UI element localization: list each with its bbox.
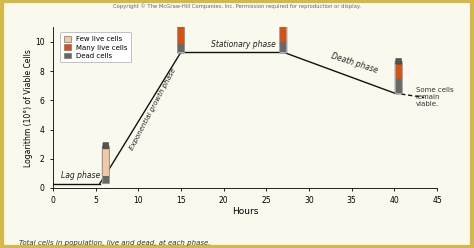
X-axis label: Hours: Hours <box>232 207 258 216</box>
Legend: Few live cells, Many live cells, Dead cells: Few live cells, Many live cells, Dead ce… <box>60 32 131 62</box>
Bar <box>178 44 184 52</box>
Text: Exponential growth phase: Exponential growth phase <box>128 67 177 152</box>
FancyBboxPatch shape <box>280 15 287 53</box>
Bar <box>103 176 109 183</box>
FancyBboxPatch shape <box>177 21 184 53</box>
Bar <box>103 147 109 176</box>
Y-axis label: Logarithm (10°) of Viable Cells: Logarithm (10°) of Viable Cells <box>25 49 34 167</box>
Bar <box>280 42 286 52</box>
FancyBboxPatch shape <box>102 146 109 184</box>
FancyBboxPatch shape <box>281 12 286 18</box>
FancyBboxPatch shape <box>395 61 402 94</box>
Text: Some cells
remain
viable.: Some cells remain viable. <box>416 88 453 107</box>
Bar <box>396 62 401 79</box>
Bar <box>178 21 184 44</box>
Text: Lag phase: Lag phase <box>61 171 100 180</box>
Bar <box>396 79 401 93</box>
Text: Total cells in population, live and dead, at each phase.: Total cells in population, live and dead… <box>19 239 210 246</box>
Text: Stationary phase: Stationary phase <box>211 40 276 49</box>
FancyBboxPatch shape <box>178 18 184 23</box>
Text: Copyright © The McGraw-Hill Companies, Inc. Permission required for reproduction: Copyright © The McGraw-Hill Companies, I… <box>113 4 361 9</box>
FancyBboxPatch shape <box>396 59 401 64</box>
Text: Death phase: Death phase <box>330 51 379 75</box>
Bar <box>280 16 286 42</box>
FancyBboxPatch shape <box>103 143 109 149</box>
